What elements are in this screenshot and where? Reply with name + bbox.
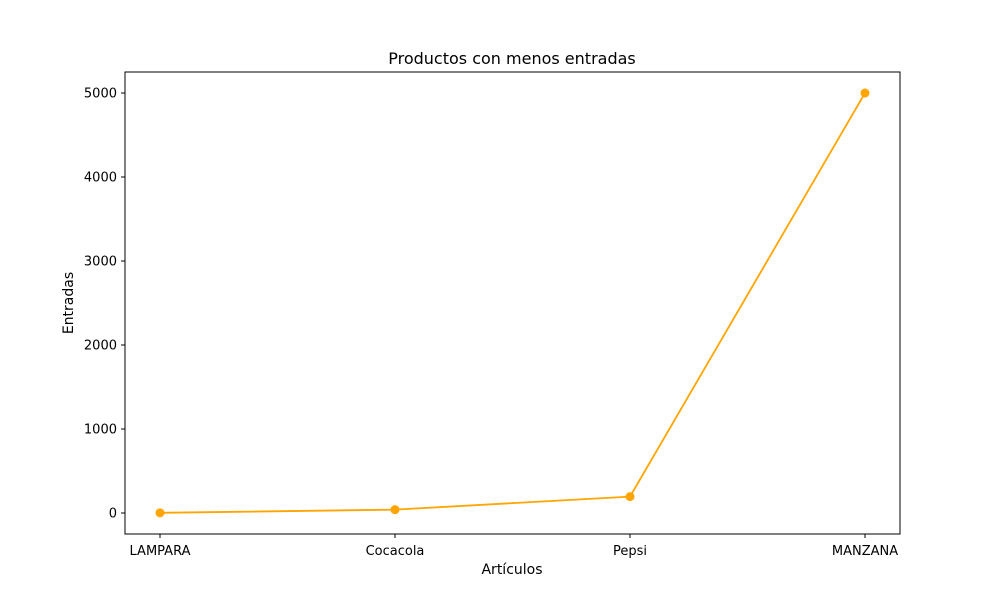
plot-area — [124, 71, 901, 535]
y-tick-label: 5000 — [84, 87, 117, 102]
y-axis: 0 1000 2000 3000 4000 5000 — [84, 87, 125, 522]
y-tick-label: 4000 — [84, 171, 117, 186]
data-point-pepsi — [625, 492, 635, 502]
x-axis: LAMPARA Cocacola Pepsi MANZANA — [130, 534, 898, 559]
y-tick-label: 1000 — [84, 423, 117, 438]
data-point-manzana — [860, 88, 870, 98]
x-axis-label: Artículos — [481, 562, 542, 578]
x-tick-label: Pepsi — [613, 544, 647, 559]
data-point-lampara — [155, 508, 165, 518]
series-line — [159, 92, 866, 514]
chart-title: Productos con menos entradas — [388, 49, 636, 68]
series-layer — [155, 88, 870, 518]
y-tick-label: 0 — [109, 507, 117, 522]
y-axis-label: Entradas — [61, 272, 77, 334]
y-tick-label: 2000 — [84, 339, 117, 354]
data-point-cocacola — [390, 505, 400, 515]
x-tick-label: Cocacola — [366, 544, 425, 559]
y-tick-label: 3000 — [84, 255, 117, 270]
x-tick-label: LAMPARA — [130, 544, 191, 559]
plot-frame — [124, 71, 901, 535]
x-tick-label: MANZANA — [832, 544, 898, 559]
